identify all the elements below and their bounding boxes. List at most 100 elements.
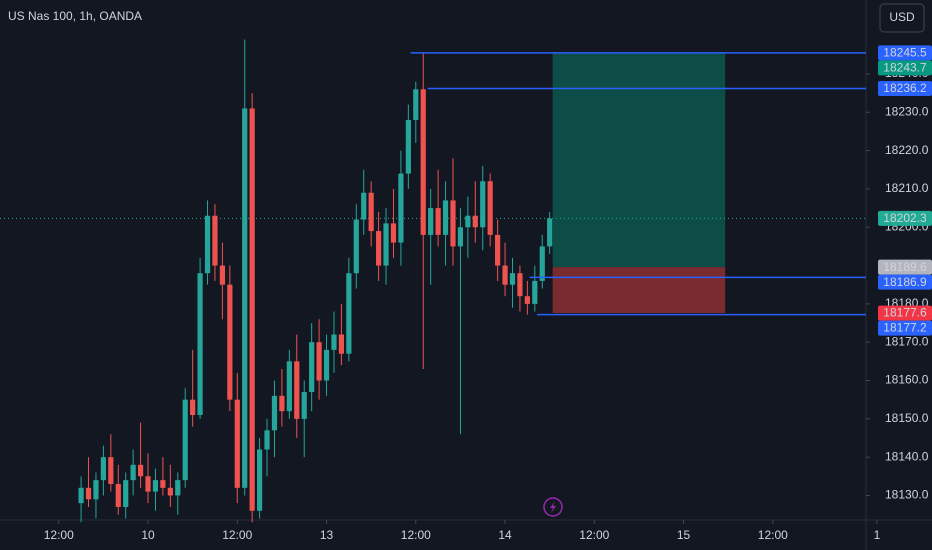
candle-body — [115, 483, 121, 507]
candle-body — [465, 215, 471, 228]
candle-body — [294, 361, 300, 419]
candle-body — [145, 476, 151, 492]
chart-title: US Nas 100, 1h, OANDA — [8, 9, 142, 23]
candle-body — [152, 480, 159, 492]
x-tick-label: 12:00 — [44, 528, 74, 542]
price-badge — [878, 320, 932, 336]
candle-body — [457, 227, 464, 247]
price-badge — [878, 210, 932, 226]
candle-body — [502, 265, 508, 285]
candle-body — [123, 480, 129, 507]
candle-body — [160, 480, 166, 488]
currency-button[interactable]: USD — [879, 3, 925, 33]
candle-body — [442, 200, 449, 235]
price-badge-label: 18177.2 — [883, 321, 927, 335]
candle-body — [264, 430, 270, 450]
price-badge — [878, 274, 932, 290]
candle-body — [338, 334, 345, 354]
loss-zone — [552, 267, 726, 314]
candle-body — [256, 449, 263, 511]
candle-body — [182, 399, 188, 481]
candle-body — [517, 273, 523, 297]
x-tick-label: 14 — [498, 528, 512, 542]
candle-body — [524, 296, 530, 304]
candle-body — [249, 108, 255, 511]
price-badge — [878, 259, 932, 275]
candle-body — [279, 395, 285, 412]
x-tick-label: 12:00 — [758, 528, 788, 542]
candle-body — [368, 192, 374, 232]
y-tick-label: 18230.0 — [885, 104, 929, 118]
candle-body — [301, 392, 307, 419]
price-badge-label: 18177.6 — [883, 306, 927, 320]
lightning-circle[interactable] — [543, 497, 563, 517]
price-badge-label: 18186.9 — [883, 275, 927, 289]
x-tick-label: 13 — [320, 528, 334, 542]
candle-body — [532, 280, 538, 304]
price-badge — [878, 81, 932, 97]
candle-body — [190, 399, 196, 416]
candle-body — [234, 399, 240, 488]
currency-button-box[interactable] — [879, 3, 925, 33]
candle-body — [204, 215, 211, 274]
profit-zone — [552, 52, 726, 268]
candle-body — [361, 192, 367, 220]
candle-body — [353, 219, 359, 274]
candle-body — [130, 464, 136, 481]
candle-body — [428, 208, 434, 235]
candle-body — [227, 284, 233, 400]
price-badge-label: 18202.3 — [883, 211, 927, 225]
candle-body — [509, 273, 516, 285]
candle-body — [197, 273, 203, 416]
y-tick-label: 18150.0 — [885, 411, 929, 425]
x-tick-label: 10 — [141, 528, 155, 542]
candle-body — [495, 234, 501, 266]
candle-body — [271, 395, 278, 431]
x-tick-label: 12:00 — [401, 528, 431, 542]
lightning-bolt[interactable] — [550, 501, 556, 513]
y-tick-label: 18170.0 — [885, 334, 929, 348]
candle-body — [100, 457, 106, 481]
candle-body — [309, 342, 315, 393]
price-badge — [878, 60, 932, 76]
candle-body — [450, 200, 456, 247]
candle-body — [331, 334, 337, 350]
y-tick-label: 18160.0 — [885, 373, 929, 387]
candle-body — [346, 273, 352, 354]
candle-body — [108, 457, 114, 484]
candle-body — [323, 349, 330, 381]
candle-body — [398, 173, 404, 243]
x-tick-label: 12:00 — [579, 528, 609, 542]
candle-body — [420, 89, 426, 235]
candle-body — [539, 246, 545, 281]
candle-body — [413, 89, 419, 120]
candle-body — [137, 464, 144, 477]
candle-body — [472, 215, 478, 228]
candle-body — [383, 223, 389, 266]
y-tick-label: 18140.0 — [885, 449, 929, 463]
candle-body — [376, 231, 382, 266]
candle-body — [286, 361, 292, 412]
currency-label[interactable]: USD — [889, 10, 915, 24]
candle-body — [487, 181, 493, 235]
candle-body — [435, 208, 441, 235]
price-badge-label: 18189.6 — [883, 260, 927, 274]
candle-body — [175, 480, 181, 496]
price-badge-label: 18245.5 — [883, 46, 927, 60]
x-tick-label: 1 — [874, 528, 881, 542]
y-tick-label: 18210.0 — [885, 181, 929, 195]
candle-body — [212, 215, 218, 266]
candle-body — [85, 487, 92, 500]
candle-body — [93, 480, 99, 500]
candle-body — [480, 181, 486, 228]
candle-body — [316, 342, 322, 381]
lightning-icon[interactable] — [543, 497, 563, 517]
price-badge — [878, 305, 932, 321]
candle-body — [547, 218, 553, 247]
price-badge — [878, 45, 932, 61]
candle-body — [219, 265, 226, 285]
y-tick-label: 18220.0 — [885, 143, 929, 157]
